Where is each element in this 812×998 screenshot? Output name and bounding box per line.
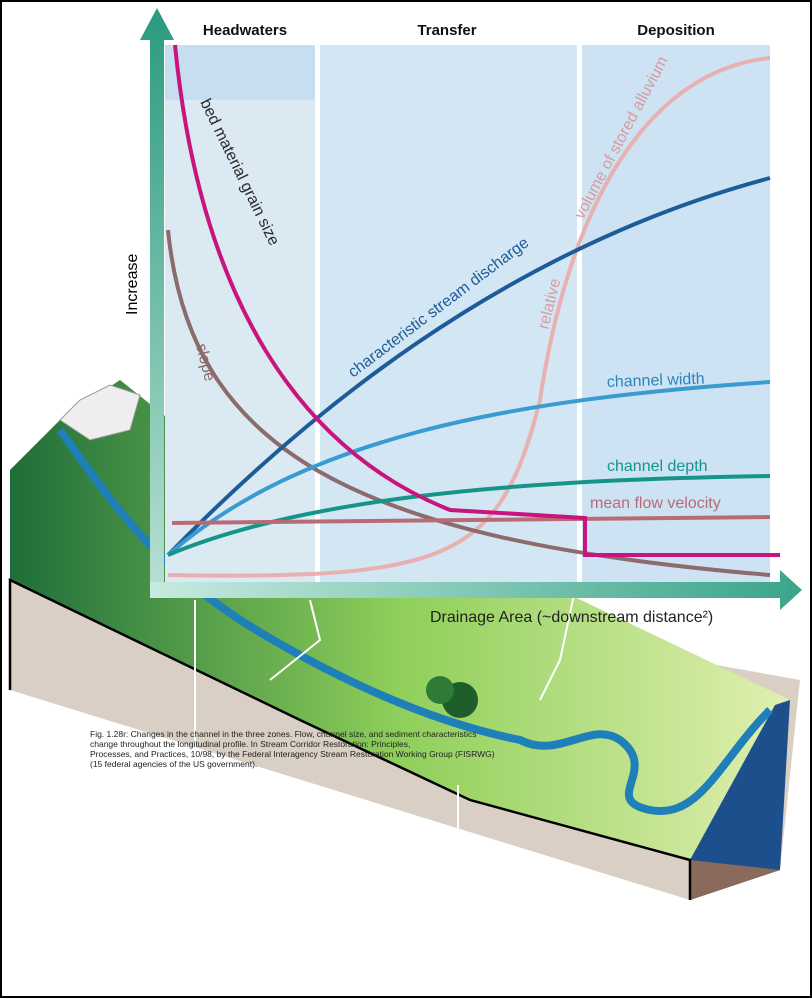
- curve-label: mean flow velocity: [590, 495, 721, 512]
- zone-label: Headwaters: [203, 22, 287, 39]
- curve-label: channel depth: [607, 458, 708, 475]
- y-axis-label: Increase: [124, 254, 141, 315]
- x-axis: [150, 570, 802, 610]
- x-axis-label: Drainage Area (~downstream distance²): [430, 609, 713, 626]
- curve-label: channel width: [607, 371, 705, 391]
- caption-line: Fig. 1.28r: Changes in the channel in th…: [90, 729, 477, 739]
- curves: [166, 44, 780, 578]
- zone-label: Deposition: [637, 22, 715, 39]
- zone-backgrounds: [165, 45, 770, 590]
- y-axis: [140, 8, 174, 590]
- caption-line: (15 federal agencies of the US governmen…: [90, 759, 257, 769]
- caption-line: change throughout the longitudinal profi…: [90, 739, 410, 749]
- zone-label: Transfer: [417, 22, 476, 39]
- caption-line: Processes, and Practices, 10/98, by the …: [90, 749, 495, 759]
